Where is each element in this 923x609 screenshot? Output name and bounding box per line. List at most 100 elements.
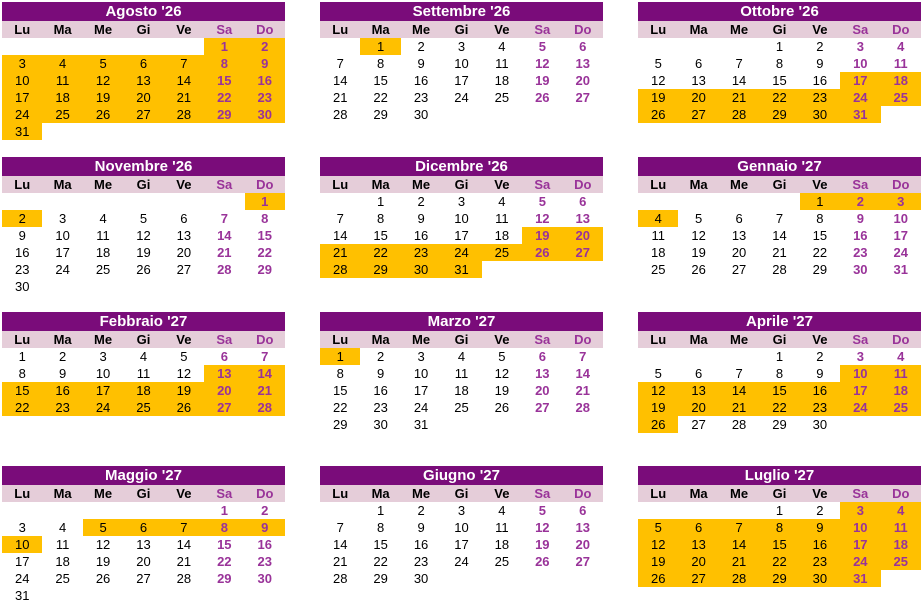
day-cell: 13 [678, 536, 719, 553]
day-cell: 24 [441, 244, 482, 261]
weekday-header-me: Me [94, 486, 113, 501]
day-cell: 6 [695, 366, 703, 381]
empty-cell [164, 278, 204, 295]
day-cell: 6 [579, 194, 587, 209]
day-cell: 17 [840, 382, 881, 399]
weekday-header-me: Me [412, 22, 431, 37]
weekday-header-row: Lu Ma Me Gi Ve Sa Do [638, 176, 921, 193]
empty-cell [42, 123, 82, 140]
day-cell: 17 [840, 72, 881, 89]
day-cell: 22 [332, 400, 348, 415]
empty-cell [563, 570, 603, 587]
day-cell: 30 [799, 570, 841, 587]
empty-cell [522, 106, 562, 123]
day-cell: 9 [377, 366, 385, 381]
empty-cell [678, 38, 718, 55]
week-row: 31 [2, 587, 285, 604]
weekday-header-lu: Lu [650, 486, 667, 501]
day-cell: 11 [893, 56, 908, 71]
day-cell: 29 [360, 261, 401, 278]
day-cell: 30 [853, 262, 868, 277]
weekday-header-do: Do [892, 177, 910, 192]
day-cell: 26 [638, 106, 679, 123]
weekday-header-sa: Sa [534, 486, 551, 501]
empty-cell [123, 502, 163, 519]
week-row: 26 27 28 29 30 [638, 416, 921, 433]
day-cell: 8 [377, 56, 385, 71]
day-cell: 4 [59, 520, 67, 535]
weekday-header-ve: Ve [812, 177, 828, 192]
day-cell: 25 [880, 89, 921, 106]
day-cell: 1 [377, 503, 385, 518]
day-cell: 8 [775, 366, 784, 381]
day-cell: 25 [55, 571, 70, 586]
day-cell: 4 [638, 210, 679, 227]
month-luglio-27: Luglio '27 Lu Ma Me Gi Ve Sa Do 1 2 3 4 5 6 7 8 9 10 11 12 1… [638, 466, 921, 587]
week-row: 16 17 18 19 20 21 22 [2, 244, 285, 261]
weekday-header-row: Lu Ma Me Gi Ve Sa Do [2, 21, 285, 38]
day-cell: 28 [163, 106, 205, 123]
day-cell: 2 [417, 503, 425, 518]
day-cell: 31 [840, 106, 881, 123]
day-cell: 27 [731, 262, 747, 277]
day-cell: 27 [678, 570, 719, 587]
day-cell: 18 [42, 89, 83, 106]
weekday-header-me: Me [412, 486, 431, 501]
day-cell: 8 [775, 56, 784, 71]
day-cell: 3 [18, 520, 26, 535]
day-cell: 1 [775, 349, 784, 364]
week-row: 22 23 24 25 26 27 28 [320, 399, 603, 416]
day-cell: 10 [840, 519, 881, 536]
day-cell: 8 [377, 520, 385, 535]
day-cell: 19 [535, 73, 550, 88]
weekday-header-sa: Sa [852, 332, 869, 347]
day-cell: 28 [575, 400, 590, 415]
empty-cell [245, 123, 285, 140]
day-cell: 14 [718, 536, 760, 553]
day-cell: 9 [59, 366, 67, 381]
day-cell: 6 [180, 211, 188, 226]
day-cell: 25 [650, 262, 666, 277]
day-cell: 6 [220, 349, 228, 364]
day-cell: 20 [136, 554, 151, 569]
day-cell: 27 [204, 399, 245, 416]
day-cell: 23 [244, 89, 285, 106]
weekday-header-ma: Ma [53, 22, 72, 37]
weekday-header-me: Me [94, 22, 113, 37]
day-cell: 21 [332, 554, 348, 569]
empty-cell [83, 278, 123, 295]
day-cell: 5 [180, 349, 188, 364]
weekday-header-do: Do [574, 332, 592, 347]
day-cell: 2 [244, 38, 285, 55]
weekday-header-sa: Sa [216, 486, 233, 501]
day-cell: 17 [55, 245, 70, 260]
weekday-header-lu: Lu [332, 22, 349, 37]
week-row: 17 18 19 20 21 22 23 [2, 553, 285, 570]
day-cell: 24 [82, 399, 124, 416]
empty-cell [42, 502, 82, 519]
day-cell: 1 [377, 194, 385, 209]
week-row: 1 2 3 4 5 6 7 [320, 348, 603, 365]
day-cell: 17 [454, 73, 469, 88]
day-cell: 29 [217, 571, 232, 586]
day-cell: 3 [2, 55, 43, 72]
day-cell: 2 [261, 503, 269, 518]
day-cell: 12 [176, 366, 192, 381]
day-cell: 16 [14, 245, 30, 260]
empty-cell [83, 123, 123, 140]
day-cell: 9 [18, 228, 26, 243]
weekday-header-sa: Sa [852, 486, 869, 501]
day-cell: 11 [495, 520, 509, 535]
day-cell: 10 [454, 56, 469, 71]
day-cell: 24 [840, 399, 881, 416]
day-cell: 25 [123, 399, 164, 416]
empty-cell [123, 278, 163, 295]
day-cell: 16 [413, 537, 429, 552]
empty-cell [563, 261, 603, 278]
day-cell: 28 [718, 106, 760, 123]
day-cell: 25 [454, 400, 469, 415]
day-cell: 29 [204, 106, 245, 123]
week-row: 7 8 9 10 11 12 13 [320, 55, 603, 72]
